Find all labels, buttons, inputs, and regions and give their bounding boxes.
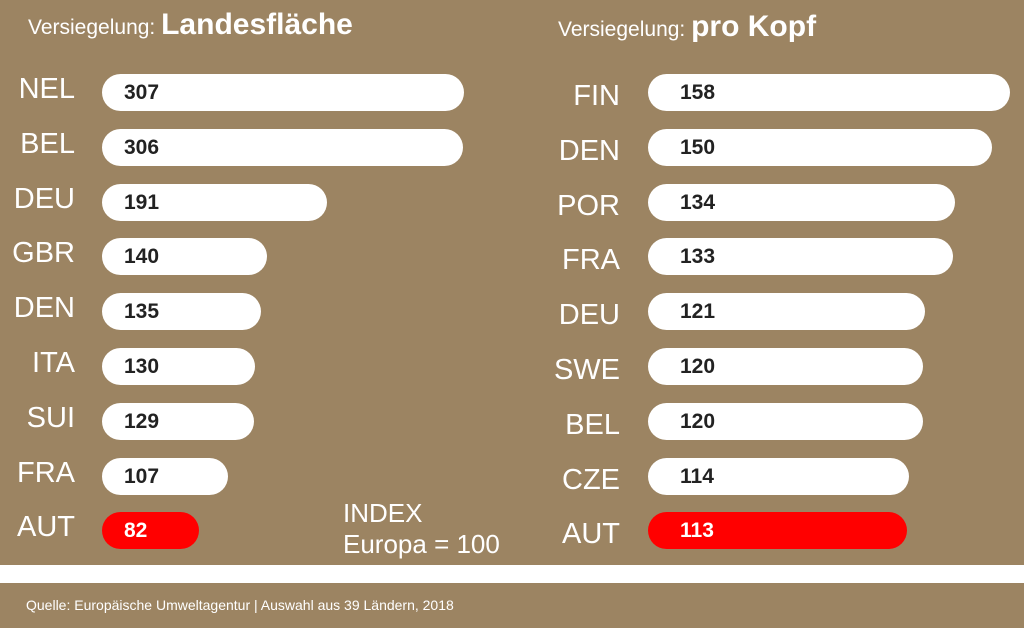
bar-value-label: 158: [680, 81, 716, 104]
bar: [648, 238, 953, 276]
left-bar-chart: NEL 307 BEL 306 DEU 191 GBR 140 DEN 135 ITA 130 SUI 1…: [12, 73, 464, 550]
category-label: SUI: [26, 401, 75, 434]
category-label: AUT: [17, 511, 75, 544]
category-label: BEL: [565, 408, 620, 441]
right-chart-title: Versiegelung: pro Kopf: [558, 10, 816, 44]
index-note: INDEX Europa = 100: [343, 498, 500, 560]
bar: [648, 402, 923, 440]
category-label: DEN: [13, 292, 75, 325]
category-label: DEU: [13, 182, 75, 215]
bar-value-label: 107: [124, 464, 160, 488]
bar-highlight: [102, 512, 199, 550]
bar: [648, 183, 955, 221]
category-label: SWE: [553, 354, 620, 386]
category-label: FRA: [17, 456, 75, 489]
bar: [648, 128, 992, 166]
index-note-line1: INDEX: [343, 498, 423, 528]
category-label: NEL: [18, 73, 75, 105]
bar: [102, 128, 463, 166]
category-label: CZE: [562, 463, 620, 496]
bar-highlight: [648, 512, 907, 550]
bar-value-label: 113: [680, 519, 714, 543]
bar-value-label: 121: [680, 300, 716, 324]
bar-value-label: 140: [124, 245, 160, 269]
bar: [648, 348, 923, 385]
bar-value-label: 134: [680, 190, 716, 214]
category-label: FIN: [573, 80, 620, 112]
bar: [102, 402, 254, 440]
bar-value-label: 133: [680, 245, 716, 269]
bar-value-label: 120: [680, 355, 716, 378]
bar-value-label: 114: [680, 464, 714, 488]
source-note: Quelle: Europäische Umweltagentur | Ausw…: [26, 597, 454, 613]
bar: [648, 293, 925, 331]
bar-value-label: 150: [680, 135, 716, 159]
footer-divider: [0, 565, 1024, 583]
bar: [102, 293, 261, 331]
right-bar-chart: FIN 158 DEN 150 POR 134 FRA 133 DEU 121 SWE 120 BEL 1…: [553, 74, 1010, 551]
bar: [102, 348, 255, 385]
index-note-line2: Europa = 100: [343, 529, 500, 559]
category-label: POR: [557, 189, 620, 222]
bar-value-label: 82: [124, 519, 148, 543]
category-label: GBR: [12, 237, 75, 270]
bar-value-label: 191: [124, 190, 160, 214]
left-chart-title: Versiegelung: Landesfläche: [28, 8, 353, 42]
category-label: FRA: [562, 244, 620, 277]
bar-value-label: 120: [680, 409, 716, 433]
bar-value-label: 129: [124, 409, 160, 433]
bar-value-label: 135: [124, 300, 160, 324]
category-label: DEN: [558, 134, 620, 167]
bar: [102, 183, 327, 221]
right-title-prefix: Versiegelung:: [558, 18, 692, 41]
right-title-main: pro Kopf: [691, 10, 817, 43]
category-label: DEU: [558, 299, 620, 332]
bar-value-label: 130: [124, 355, 160, 378]
left-title-prefix: Versiegelung:: [28, 16, 162, 39]
bar: [648, 457, 909, 495]
bar-value-label: 307: [124, 81, 160, 104]
category-label: BEL: [20, 127, 75, 160]
category-label: AUT: [562, 518, 620, 551]
bar: [102, 457, 228, 495]
category-label: ITA: [32, 347, 75, 379]
bar-value-label: 306: [124, 135, 160, 159]
bar: [648, 74, 1010, 111]
bar: [102, 74, 464, 111]
left-title-main: Landesfläche: [161, 8, 353, 41]
bar: [102, 238, 267, 276]
